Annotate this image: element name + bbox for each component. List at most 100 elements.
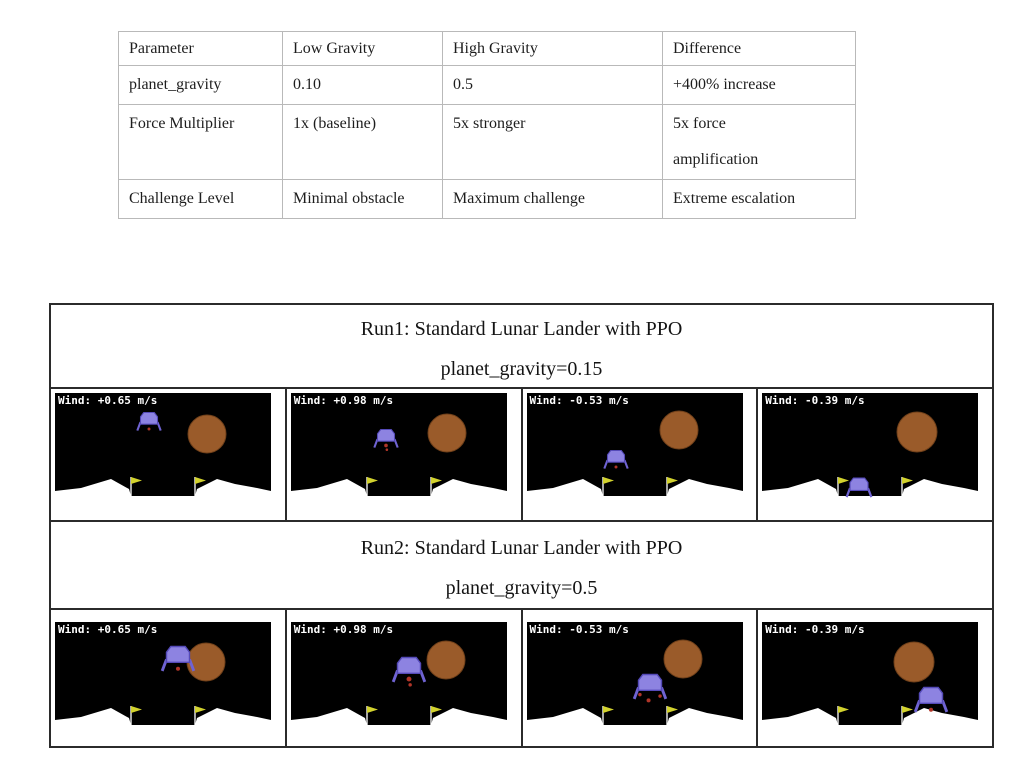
lander-frame: Wind: +0.65 m/s <box>55 393 271 500</box>
moon-icon <box>187 414 227 454</box>
engine-flame-icon <box>383 443 388 448</box>
lander-frame: Wind: +0.65 m/s <box>55 622 271 729</box>
table-row: Force Multiplier 1x (baseline) 5x strong… <box>118 104 856 180</box>
table-cell: Minimal obstacle <box>282 179 443 219</box>
flag-icon <box>131 477 142 484</box>
run1-frames-row: Wind: +0.65 m/s Wind: +0.98 m/s Wind: -0… <box>51 389 992 520</box>
flag-icon <box>666 706 678 713</box>
lander-scene <box>55 642 271 729</box>
table-header-cell: High Gravity <box>442 31 663 66</box>
frame-cell: Wind: -0.39 m/s <box>756 610 992 746</box>
lander-icon <box>136 411 162 431</box>
engine-flame-icon <box>408 683 412 687</box>
flag-icon <box>838 706 850 713</box>
moon-icon <box>186 642 226 682</box>
lander-scene <box>55 411 271 500</box>
moon-icon <box>659 410 698 450</box>
lander-scene <box>762 641 979 729</box>
flag-icon <box>366 477 378 484</box>
terrain-shape <box>526 479 743 500</box>
terrain-shape <box>762 479 979 500</box>
lander-icon <box>845 477 873 498</box>
table-cell: 5x stronger <box>442 104 663 180</box>
engine-flame-icon <box>614 465 617 469</box>
flag-icon <box>430 706 442 713</box>
frame-cell: Wind: -0.39 m/s <box>756 389 992 520</box>
terrain-shape <box>55 708 271 729</box>
moon-icon <box>663 639 702 679</box>
lander-scene <box>762 411 979 500</box>
lander-icon <box>160 645 196 672</box>
flag-icon <box>902 706 914 713</box>
moon-icon <box>896 411 938 453</box>
moon-icon <box>426 640 466 680</box>
lander-frame: Wind: +0.98 m/s <box>290 393 507 500</box>
table-cell: 1x (baseline) <box>282 104 443 180</box>
engine-flame-icon <box>929 707 934 712</box>
terrain-shape <box>290 708 507 729</box>
flag-icon <box>195 706 206 713</box>
run1-title: Run1: Standard Lunar Lander with PPO <box>360 318 683 340</box>
flag-icon <box>366 706 378 713</box>
run2-subtitle: planet_gravity=0.5 <box>445 577 598 599</box>
lander-scene <box>290 413 507 500</box>
wind-label: Wind: -0.39 m/s <box>765 394 865 407</box>
frame-cell: Wind: +0.65 m/s <box>51 389 285 520</box>
lander-scene <box>290 640 507 729</box>
wind-label: Wind: +0.98 m/s <box>293 623 394 636</box>
table-cell: 0.5 <box>442 65 663 105</box>
run2-header: Run2: Standard Lunar Lander with PPO pla… <box>51 520 992 610</box>
flag-icon <box>666 477 678 484</box>
table-cell: Force Multiplier <box>118 104 283 180</box>
frame-cell: Wind: +0.98 m/s <box>284 610 521 746</box>
run2-title: Run2: Standard Lunar Lander with PPO <box>360 537 683 559</box>
table-cell: Maximum challenge <box>442 179 663 219</box>
lander-scene <box>526 639 743 729</box>
engine-flame-icon <box>406 676 412 682</box>
lander-icon <box>391 656 426 687</box>
wind-label: Wind: -0.53 m/s <box>529 394 629 407</box>
wind-label: Wind: +0.98 m/s <box>293 394 394 407</box>
table-cell: Extreme escalation <box>662 179 856 219</box>
moon-icon <box>893 641 935 683</box>
run1-header: Run1: Standard Lunar Lander with PPO pla… <box>51 305 992 389</box>
flag-icon <box>195 477 206 484</box>
lander-frame: Wind: -0.39 m/s <box>762 393 979 500</box>
table-header-cell: Low Gravity <box>282 31 443 66</box>
flag-icon <box>602 706 614 713</box>
frame-cell: Wind: +0.65 m/s <box>51 610 285 746</box>
table-cell: 5x force amplification <box>662 104 856 180</box>
flag-icon <box>902 477 914 484</box>
wind-label: Wind: +0.65 m/s <box>58 623 158 636</box>
engine-flame-icon <box>657 694 662 698</box>
comparison-table: Parameter Low Gravity High Gravity Diffe… <box>118 31 856 219</box>
frame-cell: Wind: -0.53 m/s <box>520 389 757 520</box>
table-row: Challenge Level Minimal obstacle Maximum… <box>118 179 856 219</box>
lander-scene <box>526 410 743 500</box>
engine-flame-icon <box>175 666 181 671</box>
wind-label: Wind: -0.39 m/s <box>765 623 865 636</box>
lander-frame: Wind: -0.53 m/s <box>526 622 743 729</box>
engine-flame-icon <box>646 698 651 703</box>
table-header-cell: Parameter <box>118 31 283 66</box>
terrain-shape <box>526 708 743 729</box>
experiment-figure: Run1: Standard Lunar Lander with PPO pla… <box>49 303 994 748</box>
frame-cell: Wind: +0.98 m/s <box>284 389 521 520</box>
flag-icon <box>602 477 614 484</box>
run1-subtitle: planet_gravity=0.15 <box>440 358 603 380</box>
table-cell: 0.10 <box>282 65 443 105</box>
flag-icon <box>838 477 850 484</box>
moon-icon <box>427 413 467 453</box>
table-row: planet_gravity 0.10 0.5 +400% increase <box>118 65 856 105</box>
table-header-row: Parameter Low Gravity High Gravity Diffe… <box>118 31 856 66</box>
table-cell: planet_gravity <box>118 65 283 105</box>
run2-frames-row: Wind: +0.65 m/s Wind: +0.98 m/s Wind: -0… <box>51 610 992 746</box>
wind-label: Wind: -0.53 m/s <box>529 623 629 636</box>
flag-icon <box>430 477 442 484</box>
table-header-cell: Difference <box>662 31 856 66</box>
table-cell: +400% increase <box>662 65 856 105</box>
terrain-shape <box>55 479 271 500</box>
lander-frame: Wind: -0.39 m/s <box>762 622 979 729</box>
table-cell: Challenge Level <box>118 179 283 219</box>
terrain-shape <box>290 479 507 500</box>
